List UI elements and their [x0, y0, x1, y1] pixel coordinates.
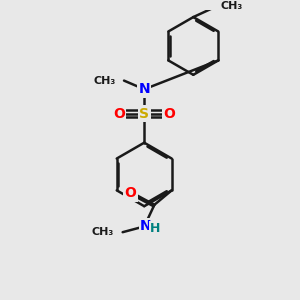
Text: O: O [124, 186, 136, 200]
Text: N: N [138, 82, 150, 96]
Text: CH₃: CH₃ [92, 227, 114, 237]
Text: S: S [139, 107, 149, 121]
Text: O: O [164, 107, 176, 121]
Text: O: O [113, 107, 125, 121]
Text: CH₃: CH₃ [93, 76, 115, 85]
Text: CH₃: CH₃ [221, 1, 243, 10]
Text: N: N [140, 219, 152, 233]
Text: H: H [150, 222, 160, 235]
